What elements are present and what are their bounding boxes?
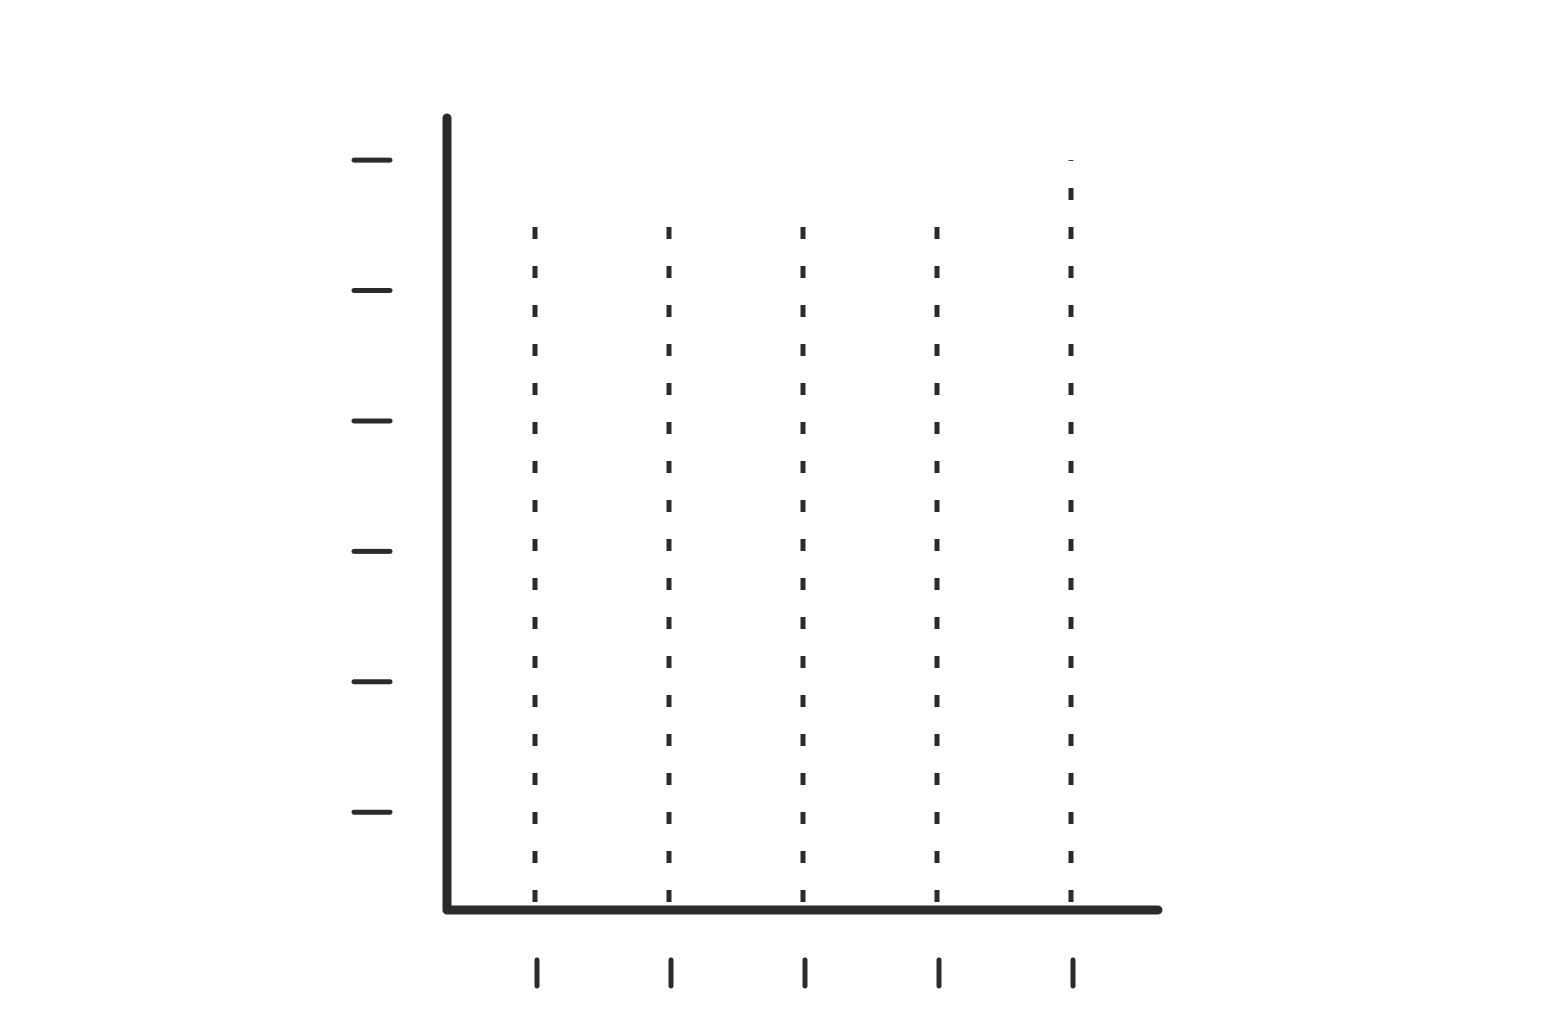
- page: {"chart_data": {"type": "stem", "categor…: [351, 113, 1163, 989]
- chart: [351, 113, 1163, 989]
